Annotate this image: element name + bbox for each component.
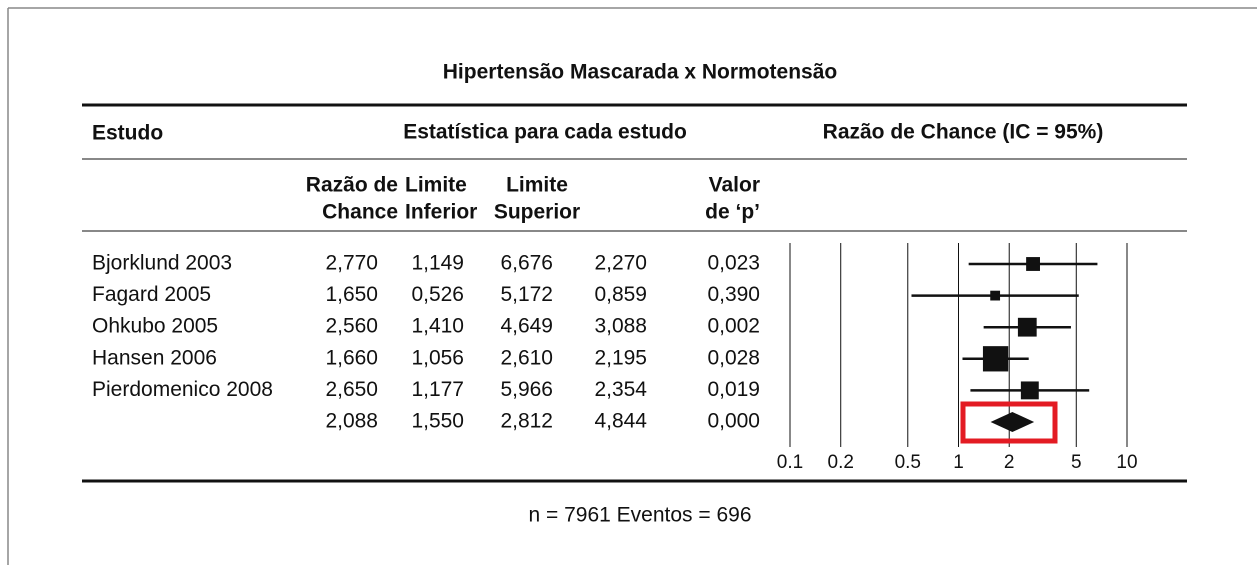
column-header: Valor <box>709 174 760 197</box>
header-plot: Razão de Chance (IC = 95%) <box>823 121 1104 144</box>
cell: 1,650 <box>325 283 378 306</box>
cell: 2,195 <box>594 346 647 369</box>
column-header: Limite <box>405 174 467 197</box>
x-tick-label: 0.2 <box>828 452 854 473</box>
cell: 1,149 <box>411 252 464 275</box>
cell: 0,028 <box>707 346 760 369</box>
cell: 0,390 <box>707 283 760 306</box>
cell: 0,019 <box>707 378 760 401</box>
cell: 2,610 <box>500 346 553 369</box>
cell: 4,649 <box>500 315 553 338</box>
cell: 2,270 <box>594 252 647 275</box>
cell: 1,177 <box>411 378 464 401</box>
header-stats: Estatística para cada estudo <box>403 121 687 144</box>
study-name: Bjorklund 2003 <box>92 252 232 275</box>
cell: 0,000 <box>707 410 760 433</box>
cell: 5,172 <box>500 283 553 306</box>
cell: 0,023 <box>707 252 760 275</box>
column-header: Inferior <box>405 201 477 224</box>
cell: 2,560 <box>325 315 378 338</box>
cell: 2,354 <box>594 378 647 401</box>
title: Hipertensão Mascarada x Normotensão <box>443 61 837 84</box>
cell: 1,056 <box>411 346 464 369</box>
x-tick-label: 1 <box>953 452 964 473</box>
study-name: Fagard 2005 <box>92 283 211 306</box>
study-name: Ohkubo 2005 <box>92 315 218 338</box>
x-tick-label: 2 <box>1004 452 1015 473</box>
cell: 2,650 <box>325 378 378 401</box>
cell: 4,844 <box>594 410 647 433</box>
cell: 0,859 <box>594 283 647 306</box>
cell: 1,550 <box>411 410 464 433</box>
highlight-box <box>960 401 1058 444</box>
point-estimate <box>990 290 1001 301</box>
cell: 1,660 <box>325 346 378 369</box>
summary-diamond <box>990 412 1035 432</box>
column-header: de ‘p’ <box>705 201 760 224</box>
cell: 1,410 <box>411 315 464 338</box>
cell: 3,088 <box>594 315 647 338</box>
x-tick-label: 5 <box>1071 452 1082 473</box>
cell: 6,676 <box>500 252 553 275</box>
column-header: Razão de <box>306 174 398 197</box>
cell: 2,812 <box>500 410 553 433</box>
cell: 0,002 <box>707 315 760 338</box>
study-name: Pierdomenico 2008 <box>92 378 273 401</box>
x-tick-label: 10 <box>1116 452 1137 473</box>
cell: 5,966 <box>500 378 553 401</box>
cell: 2,770 <box>325 252 378 275</box>
study-name: Hansen 2006 <box>92 346 217 369</box>
cell: 2,088 <box>325 410 378 433</box>
column-header: Limite <box>506 174 568 197</box>
point-estimate <box>1026 257 1040 271</box>
column-header: Chance <box>322 201 398 224</box>
x-tick-label: 0.1 <box>777 452 803 473</box>
cell: 0,526 <box>411 283 464 306</box>
x-tick-label: 0.5 <box>895 452 921 473</box>
point-estimate <box>982 346 1009 372</box>
column-header: Superior <box>494 201 580 224</box>
header-study: Estudo <box>92 122 163 145</box>
point-estimate <box>1017 317 1037 337</box>
footer: n = 7961 Eventos = 696 <box>528 504 751 527</box>
point-estimate <box>1020 381 1039 400</box>
